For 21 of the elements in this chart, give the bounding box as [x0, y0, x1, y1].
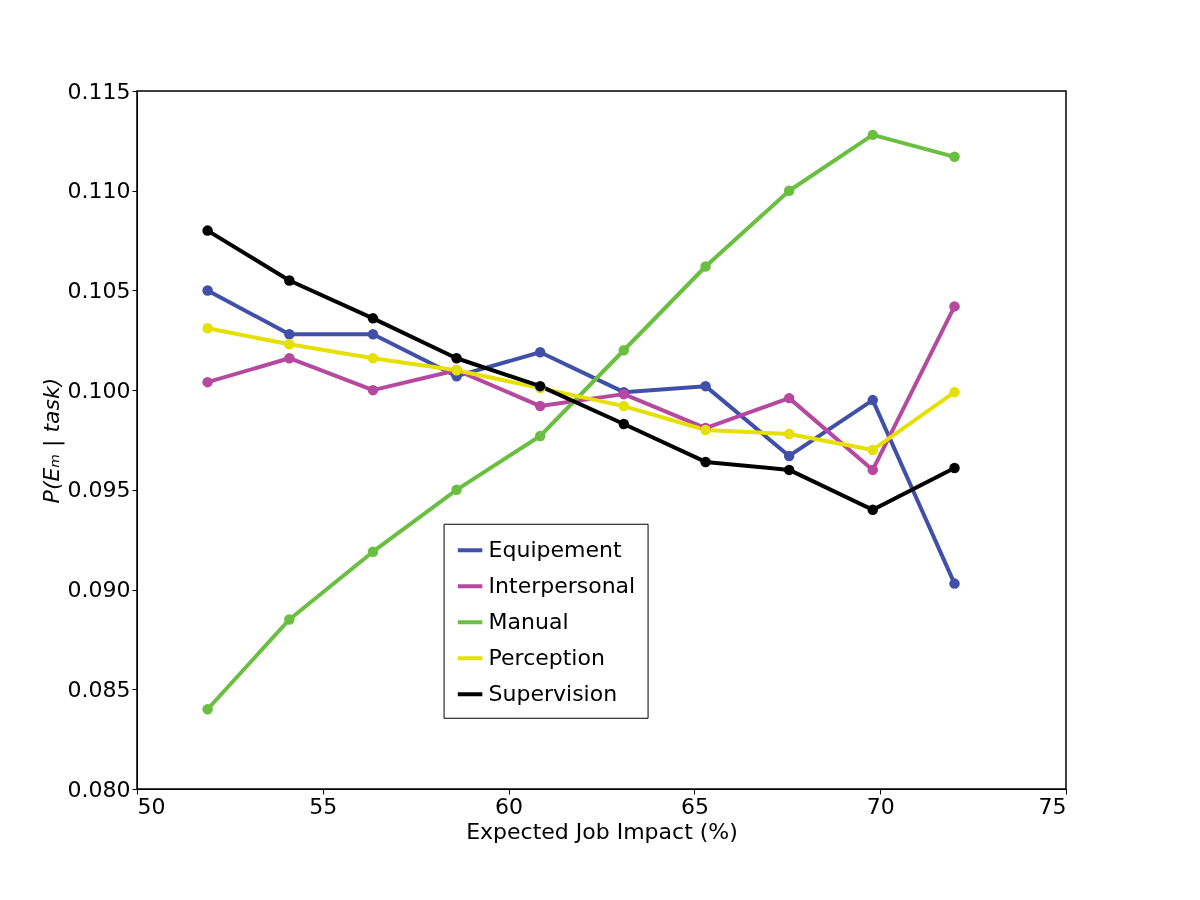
x-axis-title: Expected Job Impact (%)	[466, 818, 738, 844]
legend-label: Supervision	[488, 681, 618, 707]
y-tick-label: 0.115	[67, 78, 131, 104]
x-tick-label: 75	[1038, 793, 1067, 819]
y-tick-label: 0.090	[67, 577, 131, 603]
legend-label: Manual	[488, 609, 569, 635]
legend-label: Perception	[488, 645, 605, 671]
x-tick-label: 60	[495, 793, 524, 819]
x-tick-label: 55	[309, 793, 338, 819]
x-tick-label: 65	[680, 793, 709, 819]
x-tick-label: 50	[137, 793, 166, 819]
y-tick-label: 0.085	[67, 676, 131, 702]
x-tick-label: 70	[866, 793, 895, 819]
legend-label: Interpersonal	[488, 573, 636, 599]
y-tick-label: 0.080	[67, 776, 131, 802]
legend-label: Equipement	[488, 537, 622, 563]
y-tick-label: 0.095	[67, 477, 131, 503]
y-tick-label: 0.105	[67, 277, 131, 303]
y-tick-label: 0.100	[67, 377, 131, 403]
y-axis-title: P(Eₘ | task)	[38, 377, 65, 504]
y-tick-label: 0.110	[67, 178, 131, 204]
